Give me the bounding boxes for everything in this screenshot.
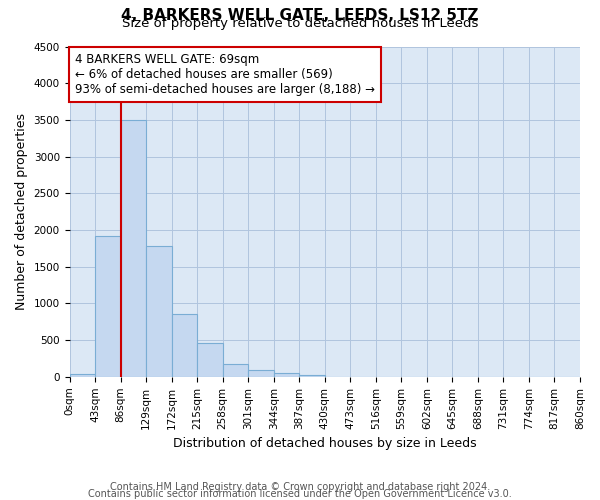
Bar	[248, 370, 274, 377]
Text: 4 BARKERS WELL GATE: 69sqm
← 6% of detached houses are smaller (569)
93% of semi: 4 BARKERS WELL GATE: 69sqm ← 6% of detac…	[74, 53, 374, 96]
Bar	[95, 236, 121, 377]
Bar	[197, 343, 223, 377]
Bar	[299, 374, 325, 377]
Text: Contains public sector information licensed under the Open Government Licence v3: Contains public sector information licen…	[88, 489, 512, 499]
Y-axis label: Number of detached properties: Number of detached properties	[15, 113, 28, 310]
Bar	[274, 373, 299, 377]
Bar	[70, 374, 95, 377]
Text: 4, BARKERS WELL GATE, LEEDS, LS12 5TZ: 4, BARKERS WELL GATE, LEEDS, LS12 5TZ	[121, 8, 479, 22]
Bar	[121, 120, 146, 377]
X-axis label: Distribution of detached houses by size in Leeds: Distribution of detached houses by size …	[173, 437, 476, 450]
Bar	[172, 314, 197, 377]
Text: Contains HM Land Registry data © Crown copyright and database right 2024.: Contains HM Land Registry data © Crown c…	[110, 482, 490, 492]
Bar	[146, 246, 172, 377]
Bar	[223, 364, 248, 377]
Text: Size of property relative to detached houses in Leeds: Size of property relative to detached ho…	[122, 18, 478, 30]
